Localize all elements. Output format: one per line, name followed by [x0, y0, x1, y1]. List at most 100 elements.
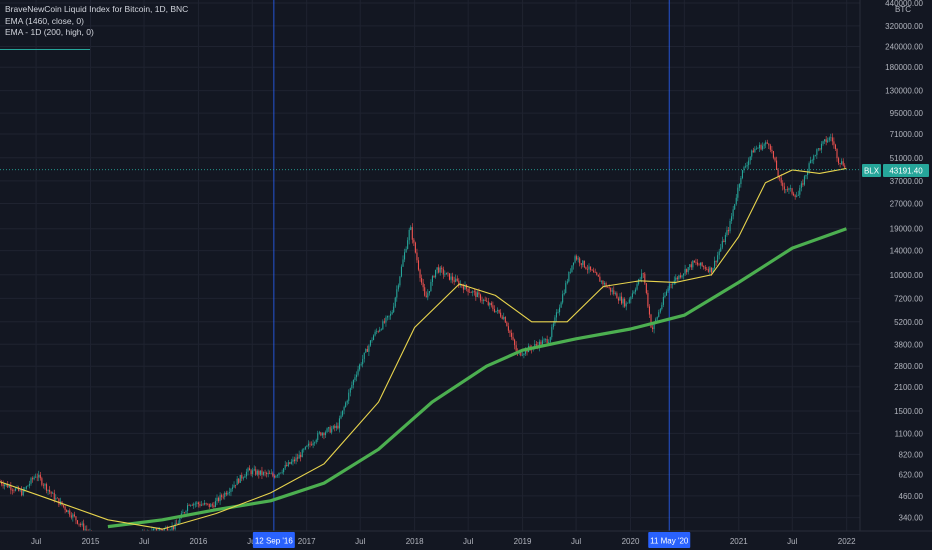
candle-body — [524, 349, 526, 354]
candle-body — [80, 524, 82, 525]
candle-body — [793, 193, 795, 196]
candle-body — [233, 484, 235, 488]
candle-body — [714, 260, 716, 268]
candle-body — [628, 299, 630, 303]
candle-body — [236, 478, 238, 486]
candle-body — [560, 302, 562, 308]
y-tick-label: 130000.00 — [885, 87, 923, 96]
candle-body — [376, 331, 378, 332]
candle-body — [33, 477, 35, 480]
candle-body — [337, 425, 339, 429]
candle-body — [749, 156, 751, 161]
candle-body — [794, 195, 796, 197]
candle-body — [748, 160, 750, 166]
candle-body — [253, 469, 255, 471]
candle-body — [802, 183, 804, 185]
candle-body — [204, 503, 206, 505]
candle-body — [777, 169, 779, 177]
candle-body — [269, 473, 271, 474]
candle-body — [75, 516, 77, 521]
candle-body — [611, 290, 613, 292]
candle-body — [687, 267, 689, 273]
candle-body — [816, 149, 818, 156]
candle-body — [569, 271, 571, 273]
candle-body — [594, 272, 596, 273]
candle-body — [659, 309, 661, 313]
candle-body — [441, 267, 443, 270]
legend-title[interactable]: BraveNewCoin Liquid Index for Bitcoin, 1… — [5, 4, 189, 14]
candle-body — [287, 462, 289, 467]
candle-body — [283, 468, 285, 473]
candle-body — [596, 272, 598, 275]
candle-body — [467, 288, 469, 292]
y-tick-label: 95000.00 — [890, 109, 924, 118]
candle-body — [504, 316, 506, 323]
candle-body — [836, 148, 838, 159]
candle-body — [458, 280, 460, 286]
candle-body — [831, 137, 833, 142]
candle-body — [431, 276, 433, 282]
candle-body — [408, 229, 410, 241]
candle-body — [559, 307, 561, 313]
x-axis-panel[interactable] — [0, 531, 932, 550]
candle-body — [833, 141, 835, 145]
y-tick-label: 440000.00 — [885, 0, 923, 8]
legend-ema-200[interactable]: EMA - 1D (200, high, 0) — [5, 27, 94, 37]
candle-body — [360, 364, 362, 365]
candle-body — [25, 486, 27, 489]
candle-body — [605, 282, 607, 287]
candle-body — [311, 444, 313, 446]
x-tick-label: Jul — [787, 537, 797, 546]
candle-body — [70, 515, 72, 518]
candle-body — [430, 281, 432, 292]
candle-body — [622, 299, 624, 304]
candle-body — [590, 266, 592, 270]
y-tick-label: 2100.00 — [894, 383, 923, 392]
candle-body — [419, 269, 421, 279]
candle-body — [453, 280, 455, 282]
candle-body — [737, 187, 739, 198]
candle-body — [614, 293, 616, 294]
y-tick-label: 37000.00 — [890, 177, 924, 186]
candle-body — [38, 474, 40, 478]
candle-body — [717, 255, 719, 262]
symbol-badge — [862, 164, 881, 177]
y-axis-panel[interactable] — [860, 0, 932, 531]
candle-body — [800, 183, 802, 188]
candle-body — [686, 269, 688, 273]
candle-body — [377, 331, 379, 332]
candle-body — [397, 285, 399, 290]
candle-body — [245, 471, 247, 477]
candle-body — [741, 170, 743, 178]
vertical-marker-labels: 12 Sep '16 11 May '20 — [252, 532, 691, 548]
candle-body — [393, 306, 395, 313]
x-tick-label: Jul — [31, 537, 41, 546]
candle-body — [373, 335, 375, 341]
candle-body — [174, 523, 176, 530]
candle-body — [617, 298, 619, 301]
candle-body — [244, 476, 246, 478]
candle-body — [264, 472, 266, 473]
candle-body — [363, 352, 365, 359]
candle-body — [383, 321, 385, 323]
candle-body — [207, 503, 209, 505]
candle-body — [645, 283, 647, 294]
candle-body — [721, 240, 723, 248]
candle-body — [546, 339, 548, 343]
candle-body — [754, 148, 756, 153]
x-tick-label: 2020 — [622, 537, 640, 546]
candle-body — [543, 339, 545, 341]
candle-body — [32, 478, 34, 480]
candle-body — [410, 227, 412, 230]
y-axis: 440000.00 320000.00 240000.00 180000.00 1300… — [885, 0, 923, 523]
legend-ema-1460[interactable]: EMA (1460, close, 0) — [5, 15, 84, 26]
price-badge — [883, 164, 929, 177]
candle-body — [670, 284, 672, 285]
candle-body — [439, 267, 441, 273]
candle-body — [723, 240, 725, 243]
candle-body — [424, 287, 426, 296]
candle-body — [320, 432, 322, 436]
candle-body — [250, 470, 252, 475]
candle-body — [256, 470, 258, 475]
